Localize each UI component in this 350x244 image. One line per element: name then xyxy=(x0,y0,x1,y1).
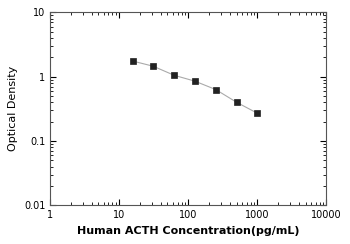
Y-axis label: Optical Density: Optical Density xyxy=(8,66,18,152)
X-axis label: Human ACTH Concentration(pg/mL): Human ACTH Concentration(pg/mL) xyxy=(77,226,300,236)
